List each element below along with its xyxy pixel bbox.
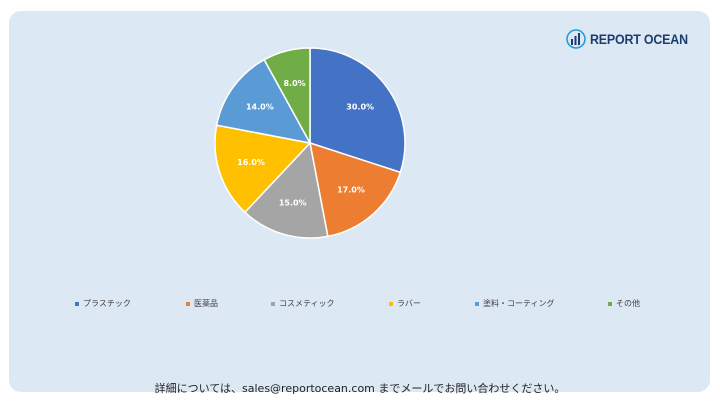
legend-label: 医薬品 bbox=[194, 299, 218, 308]
pie-slice-1 bbox=[309, 47, 406, 174]
legend-label: コスメティック bbox=[279, 299, 335, 308]
slice-data-label: 30.0% bbox=[346, 103, 374, 112]
slice-data-label: 14.0% bbox=[246, 103, 274, 112]
slice-data-label: 15.0% bbox=[279, 199, 307, 208]
legend-label: 塗料・コーティング bbox=[483, 299, 555, 308]
legend-swatch-icon bbox=[75, 301, 79, 306]
legend-item: その他 bbox=[608, 298, 640, 309]
legend-item: ラバー bbox=[389, 298, 421, 309]
pie-slice-6 bbox=[263, 47, 311, 144]
legend-item: コスメティック bbox=[271, 298, 335, 309]
slice-data-label: 16.0% bbox=[237, 158, 265, 167]
chart-legend: プラスチック 医薬品 コスメティック ラバー 塗料・コーティング その他 bbox=[0, 298, 720, 310]
pie-slice-2 bbox=[309, 141, 402, 238]
legend-swatch-icon bbox=[186, 301, 190, 306]
slice-data-label: 8.0% bbox=[283, 79, 305, 88]
pie-slice-3 bbox=[243, 141, 329, 239]
legend-swatch-icon bbox=[608, 301, 612, 306]
contact-footer: 詳細については、sales@reportocean.com までメールでお問い合… bbox=[154, 382, 566, 395]
legend-swatch-icon bbox=[475, 301, 479, 306]
brand-name: REPORT OCEAN bbox=[590, 31, 688, 47]
pie-slice-5 bbox=[215, 58, 312, 145]
legend-item: プラスチック bbox=[75, 298, 131, 309]
legend-swatch-icon bbox=[389, 301, 393, 306]
report-ocean-logo-icon bbox=[566, 29, 586, 49]
legend-item: 医薬品 bbox=[186, 298, 218, 309]
legend-label: その他 bbox=[616, 299, 640, 308]
legend-label: ラバー bbox=[397, 299, 421, 308]
legend-item: 塗料・コーティング bbox=[475, 298, 555, 309]
legend-label: プラスチック bbox=[83, 299, 131, 308]
brand-logo: REPORT OCEAN bbox=[566, 28, 696, 50]
pie-slice-4 bbox=[214, 124, 312, 214]
legend-swatch-icon bbox=[271, 301, 275, 306]
slice-data-label: 17.0% bbox=[337, 186, 365, 195]
